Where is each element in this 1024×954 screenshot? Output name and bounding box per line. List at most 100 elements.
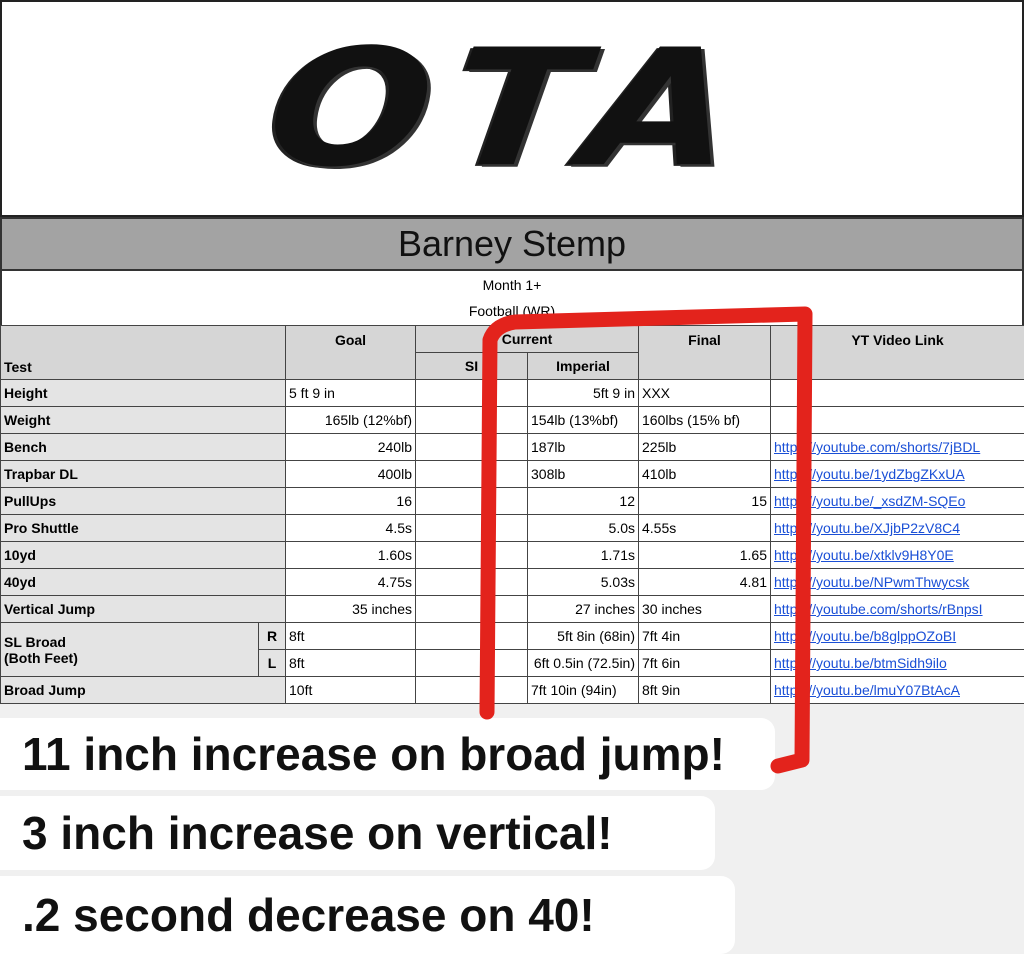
table-row: Trapbar DL 400lb 308lb 410lb https://youtu.b… (0, 460, 1024, 488)
current-cell: 27 inches (527, 595, 639, 623)
current-cell: 1.71s (527, 541, 639, 569)
video-link[interactable]: https://youtu.be/XJjbP2zV8C4 (774, 520, 960, 536)
table-row: 10yd 1.60s 1.71s 1.65 https://youtu.be/xtklv… (0, 541, 1024, 569)
test-cell: Trapbar DL (0, 460, 286, 488)
test-cell: Vertical Jump (0, 595, 286, 623)
si-cell (415, 541, 528, 569)
test-cell: SL Broad (Both Feet) (0, 622, 259, 677)
goal-cell: 35 inches (285, 595, 416, 623)
final-cell: 15 (638, 487, 771, 515)
si-cell (415, 514, 528, 542)
table-row: Weight 165lb (12%bf) 154lb (13%bf) 160lbs (… (0, 406, 1024, 434)
test-cell: Weight (0, 406, 286, 434)
goal-cell: 165lb (12%bf) (285, 406, 416, 434)
subtitle-block: Month 1+ Football (WR) (0, 271, 1024, 327)
table-row: PullUps 16 12 15 https://youtu.be/_xsdZM-SQE… (0, 487, 1024, 515)
current-cell: 5ft 9 in (527, 379, 639, 407)
video-link[interactable]: https://youtu.be/xtklv9H8Y0E (774, 547, 954, 563)
test-cell: 40yd (0, 568, 286, 596)
table-row: Vertical Jump 35 inches 27 inches 30 inches… (0, 595, 1024, 623)
table-row: 40yd 4.75s 5.03s 4.81 https://youtu.be/NPwmT… (0, 568, 1024, 596)
table-row: SL Broad (Both Feet) R 8ft 5ft 8in (68in) 7ft… (0, 622, 1024, 677)
current-cell: 7ft 10in (94in) (527, 676, 639, 704)
si-cell (415, 406, 528, 434)
video-link[interactable]: https://youtu.be/_xsdZM-SQEo (774, 493, 966, 509)
final-cell: 410lb (638, 460, 771, 488)
test-cell: Broad Jump (0, 676, 286, 704)
final-cell: 8ft 9in (638, 676, 771, 704)
header-cell: SI (415, 352, 528, 380)
side-cell: R (258, 622, 286, 650)
video-link[interactable]: https://youtu.be/lmuY07BtAcA (774, 682, 960, 698)
si-cell (415, 379, 528, 407)
test-name: (Both Feet) (4, 649, 78, 666)
link-cell: https://youtu.be/NPwmThwycsk (770, 568, 1024, 596)
header-cell: Current (415, 325, 639, 353)
header-cell: Imperial (527, 352, 639, 380)
goal-cell: 1.60s (285, 541, 416, 569)
link-cell (770, 406, 1024, 434)
side-cell: L (258, 649, 286, 677)
link-cell: https://youtu.be/1ydZbgZKxUA (770, 460, 1024, 488)
link-cell: https://youtu.be/XJjbP2zV8C4 (770, 514, 1024, 542)
results-table: Test Goal Current Final YT Video Link SI… (0, 325, 1024, 704)
test-cell: PullUps (0, 487, 286, 515)
current-cell: 5ft 8in (68in) (527, 622, 639, 650)
final-cell: 7ft 6in (638, 649, 771, 677)
final-cell: XXX (638, 379, 771, 407)
goal-cell: 400lb (285, 460, 416, 488)
final-cell: 7ft 4in (638, 622, 771, 650)
video-link[interactable]: https://youtu.be/btmSidh9ilo (774, 655, 947, 671)
header-cell: Goal (285, 325, 416, 380)
header-cell: Final (638, 325, 771, 380)
caption: .2 second decrease on 40! (0, 876, 735, 954)
link-cell: https://youtu.be/b8glppOZoBI (770, 622, 1024, 650)
caption: 3 inch increase on vertical! (0, 796, 715, 870)
link-cell: https://youtu.be/lmuY07BtAcA (770, 676, 1024, 704)
final-cell: 4.81 (638, 568, 771, 596)
caption: 11 inch increase on broad jump! (0, 718, 775, 790)
final-cell: 160lbs (15% bf) (638, 406, 771, 434)
final-cell: 30 inches (638, 595, 771, 623)
current-cell: 12 (527, 487, 639, 515)
logo-box: OTA (0, 0, 1024, 217)
table-row: Pro Shuttle 4.5s 5.0s 4.55s https://youtu.be… (0, 514, 1024, 542)
si-cell (415, 595, 528, 623)
link-cell: https://youtu.be/btmSidh9ilo (770, 649, 1024, 677)
goal-cell: 8ft (285, 622, 416, 650)
link-cell: https://youtube.com/shorts/rBnpsI (770, 595, 1024, 623)
goal-cell: 8ft (285, 649, 416, 677)
current-cell: 5.0s (527, 514, 639, 542)
goal-cell: 240lb (285, 433, 416, 461)
subtitle: Football (WR) (468, 303, 556, 319)
final-cell: 1.65 (638, 541, 771, 569)
table-row: Height 5 ft 9 in 5ft 9 in XXX (0, 379, 1024, 407)
test-cell: 10yd (0, 541, 286, 569)
link-cell: https://youtu.be/_xsdZM-SQEo (770, 487, 1024, 515)
test-name: SL Broad (4, 633, 66, 650)
current-cell: 308lb (527, 460, 639, 488)
logo: OTA (258, 14, 766, 203)
subtitle: Month 1+ (482, 277, 542, 293)
final-cell: 225lb (638, 433, 771, 461)
current-cell: 6ft 0.5in (72.5in) (527, 649, 639, 677)
goal-cell: 5 ft 9 in (285, 379, 416, 407)
table-row: Broad Jump 10ft 7ft 10in (94in) 8ft 9in http… (0, 676, 1024, 704)
si-cell (415, 622, 528, 650)
test-cell: Pro Shuttle (0, 514, 286, 542)
si-cell (415, 460, 528, 488)
video-link[interactable]: https://youtu.be/1ydZbgZKxUA (774, 466, 965, 482)
video-link[interactable]: https://youtube.com/shorts/rBnpsI (774, 601, 983, 617)
goal-cell: 16 (285, 487, 416, 515)
link-cell: https://youtu.be/xtklv9H8Y0E (770, 541, 1024, 569)
video-link[interactable]: https://youtube.com/shorts/7jBDL (774, 439, 981, 455)
si-cell (415, 676, 528, 704)
test-cell: Bench (0, 433, 286, 461)
si-cell (415, 433, 528, 461)
current-cell: 187lb (527, 433, 639, 461)
link-cell: https://youtube.com/shorts/7jBDL (770, 433, 1024, 461)
video-link[interactable]: https://youtu.be/b8glppOZoBI (774, 628, 957, 644)
video-link[interactable]: https://youtu.be/NPwmThwycsk (774, 574, 970, 590)
si-cell (415, 649, 528, 677)
